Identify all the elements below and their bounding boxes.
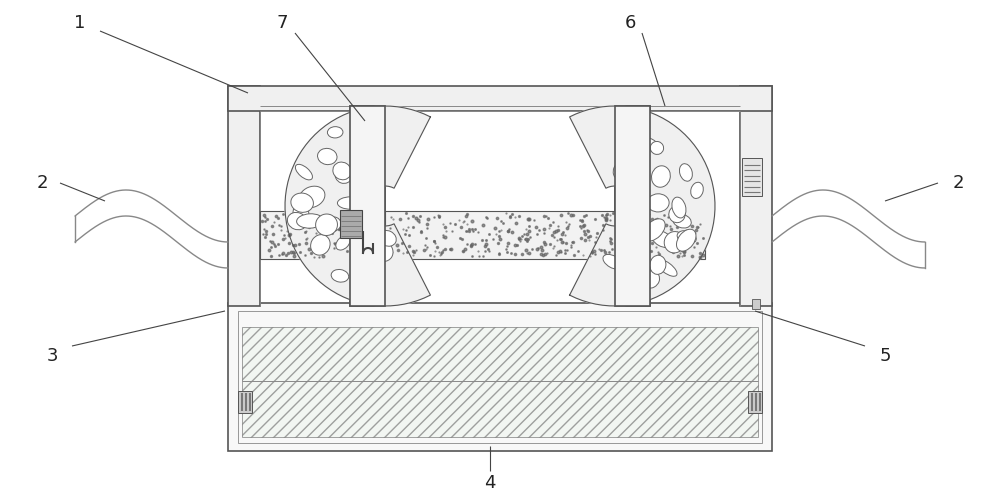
Polygon shape xyxy=(570,106,715,306)
Ellipse shape xyxy=(664,231,685,253)
Ellipse shape xyxy=(311,234,330,255)
Ellipse shape xyxy=(335,166,353,183)
Text: 2: 2 xyxy=(952,174,964,192)
Bar xyxy=(748,391,762,413)
Bar xyxy=(238,391,252,413)
Bar xyxy=(242,327,758,437)
Text: 1: 1 xyxy=(74,14,86,32)
Ellipse shape xyxy=(293,205,309,220)
Bar xyxy=(615,211,705,259)
Ellipse shape xyxy=(650,256,666,275)
Ellipse shape xyxy=(368,260,382,274)
Ellipse shape xyxy=(676,229,696,251)
Text: 3: 3 xyxy=(46,347,58,365)
Ellipse shape xyxy=(299,186,325,208)
Ellipse shape xyxy=(643,219,665,241)
Text: 6: 6 xyxy=(624,14,636,32)
Text: 2: 2 xyxy=(36,174,48,192)
Ellipse shape xyxy=(673,214,691,228)
Ellipse shape xyxy=(379,230,396,246)
Bar xyxy=(740,86,772,306)
Text: 4: 4 xyxy=(484,474,496,492)
Text: 5: 5 xyxy=(879,347,891,365)
Ellipse shape xyxy=(647,194,669,212)
Ellipse shape xyxy=(613,161,630,180)
Text: 7: 7 xyxy=(276,14,288,32)
Bar xyxy=(238,311,762,443)
Bar xyxy=(228,303,772,451)
Polygon shape xyxy=(285,106,430,306)
Bar xyxy=(615,106,650,306)
Ellipse shape xyxy=(672,197,686,218)
Bar xyxy=(228,86,260,306)
Ellipse shape xyxy=(291,193,313,212)
Bar xyxy=(260,211,350,259)
Bar xyxy=(752,299,760,309)
Bar xyxy=(742,158,762,196)
Ellipse shape xyxy=(333,162,351,180)
Ellipse shape xyxy=(641,271,660,288)
Ellipse shape xyxy=(370,240,393,262)
Bar xyxy=(350,106,385,306)
Ellipse shape xyxy=(616,149,630,162)
Ellipse shape xyxy=(679,164,692,181)
Ellipse shape xyxy=(651,230,673,247)
Ellipse shape xyxy=(287,212,307,230)
Ellipse shape xyxy=(327,127,343,138)
Ellipse shape xyxy=(337,197,364,209)
Bar xyxy=(340,210,362,238)
Ellipse shape xyxy=(651,166,670,187)
Ellipse shape xyxy=(316,214,337,235)
Ellipse shape xyxy=(336,235,350,250)
Ellipse shape xyxy=(297,214,324,228)
Ellipse shape xyxy=(318,148,337,165)
Ellipse shape xyxy=(656,260,677,276)
Ellipse shape xyxy=(295,164,312,180)
Bar xyxy=(350,106,385,306)
Ellipse shape xyxy=(691,182,703,198)
Bar xyxy=(228,86,772,111)
Ellipse shape xyxy=(669,206,685,222)
Ellipse shape xyxy=(677,230,696,244)
Ellipse shape xyxy=(323,217,341,232)
Ellipse shape xyxy=(603,255,623,269)
Ellipse shape xyxy=(358,144,377,157)
Ellipse shape xyxy=(650,141,664,154)
Ellipse shape xyxy=(639,137,660,152)
Bar xyxy=(385,211,615,259)
Bar xyxy=(615,106,650,306)
Ellipse shape xyxy=(331,270,349,282)
